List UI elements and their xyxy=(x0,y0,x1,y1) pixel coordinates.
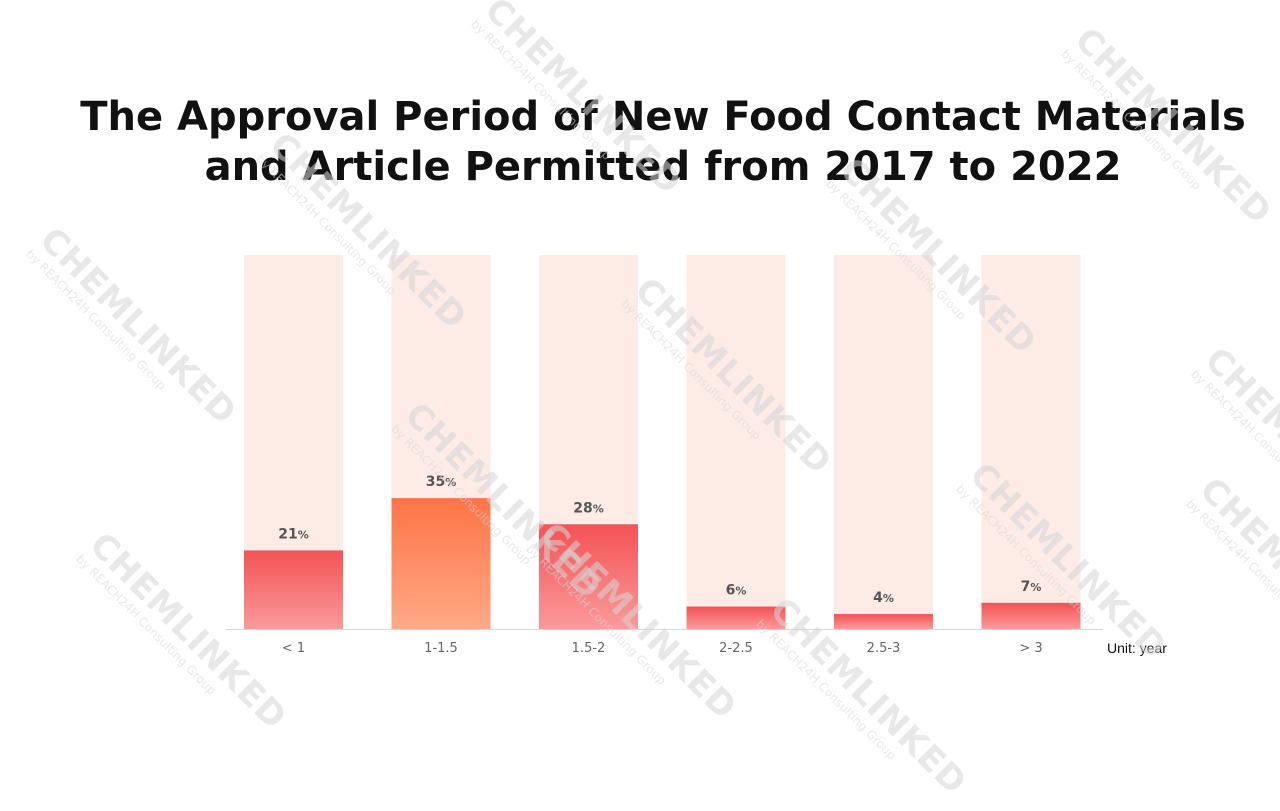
bar-chart: 21% 35% 28% 6% 4% 7% < 1 1-1.5 1.5-2 2-2.5 2.5-3 >… xyxy=(226,255,1167,656)
bar-cat-5 xyxy=(834,614,933,629)
bar-cat-1 xyxy=(244,550,343,629)
x-tick-label-cat-2: 1-1.5 xyxy=(424,641,458,656)
chart-title: The Approval Period of New Food Contact … xyxy=(80,94,1246,190)
data-label-cat-2: 35% xyxy=(426,474,457,490)
data-label-cat-5: 4% xyxy=(873,590,894,606)
unit-label: Unit: year xyxy=(1107,640,1167,656)
bar-cat-3 xyxy=(539,524,638,629)
bar-background-cat-4 xyxy=(686,255,786,629)
x-tick-label-cat-1: < 1 xyxy=(282,641,305,656)
bar-cat-4 xyxy=(686,606,786,629)
data-label-cat-1: 21% xyxy=(278,526,309,542)
x-tick-label-cat-6: > 3 xyxy=(1019,641,1042,656)
x-tick-label-cat-3: 1.5-2 xyxy=(572,641,606,656)
data-label-cat-4: 6% xyxy=(726,583,747,599)
bar-cat-6 xyxy=(981,602,1081,629)
bar-cat-2 xyxy=(391,498,491,629)
data-label-cat-3: 28% xyxy=(573,500,604,516)
data-label-cat-6: 7% xyxy=(1021,579,1042,595)
x-tick-label-cat-4: 2-2.5 xyxy=(719,641,753,656)
bar-background-cat-6 xyxy=(981,255,1081,629)
bar-background-cat-5 xyxy=(834,255,933,629)
x-tick-label-cat-5: 2.5-3 xyxy=(867,641,901,656)
